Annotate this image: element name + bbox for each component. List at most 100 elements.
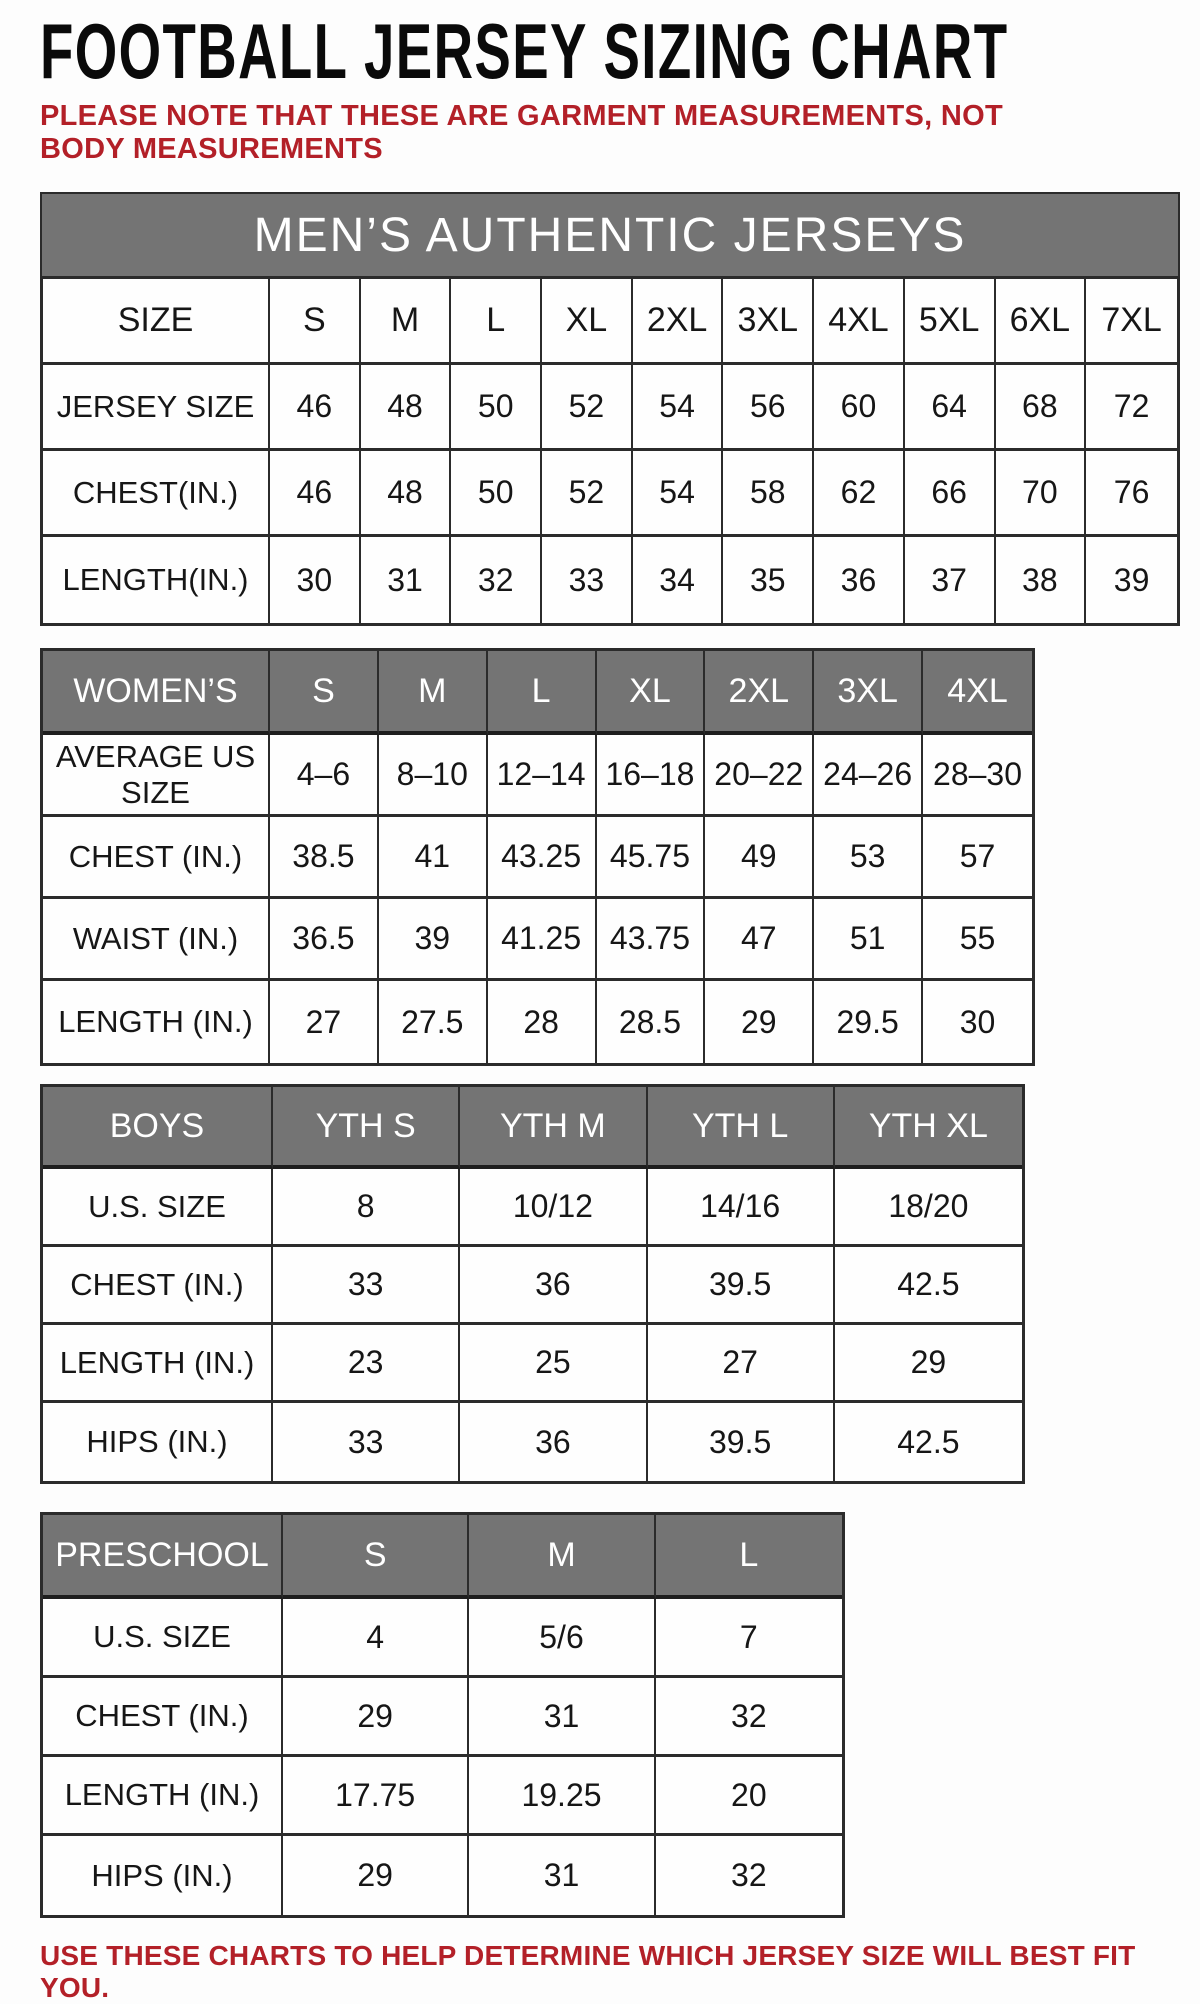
value-cell: 12–14	[487, 735, 597, 817]
header-label-cell: PRESCHOOL	[43, 1515, 283, 1599]
mens-authentic-jerseys-table: MEN’S AUTHENTIC JERSEYS SIZE S M L XL 2XL 3XL 4…	[40, 192, 1180, 626]
table-row: U.S. SIZE 8 10/12 14/16 18/20	[43, 1169, 1022, 1247]
size-column-header: S	[270, 651, 379, 735]
header-label-cell: BOYS	[43, 1087, 273, 1169]
row-label-cell: LENGTH (IN.)	[43, 1757, 283, 1836]
value-cell: 70	[995, 451, 1087, 537]
table-row: CHEST (IN.) 29 31 32	[43, 1678, 842, 1757]
value-cell: 29	[834, 1325, 1022, 1403]
value-cell: 37	[905, 537, 996, 623]
table-row: JERSEY SIZE 46 48 50 52 54 56 60 64 68 72	[43, 365, 1177, 451]
value-cell: 36	[814, 537, 905, 623]
row-label-cell: CHEST (IN.)	[43, 1678, 283, 1757]
value-cell: 7	[655, 1599, 842, 1678]
mens-sizing-table: SIZE S M L XL 2XL 3XL 4XL 5XL 6XL 7XL JERSEY SIZE 46…	[40, 276, 1180, 626]
value-cell: 54	[632, 365, 724, 451]
size-column-header: M	[360, 279, 452, 365]
value-cell: 43.25	[487, 817, 597, 899]
garment-measurements-note: PLEASE NOTE THAT THESE ARE GARMENT MEASU…	[40, 100, 1003, 165]
size-column-header: 5XL	[904, 279, 996, 365]
value-cell: 32	[451, 537, 543, 623]
value-cell: 42.5	[897, 1423, 960, 1460]
preschool-sizing-table: PRESCHOOL S M L U.S. SIZE 4 5/6 7 CHEST (IN.) 29 3…	[40, 1512, 845, 1918]
value-cell: 39.5	[647, 1247, 835, 1325]
value-cell: 39.5	[648, 1403, 835, 1481]
value-cell: 42.5	[834, 1247, 1022, 1325]
size-column-header: YTH S	[273, 1087, 461, 1169]
row-label-cell: CHEST (IN.)	[43, 817, 270, 899]
value-cell: 29.5	[814, 981, 924, 1063]
value-cell: 4–6	[270, 735, 379, 817]
value-cell: 17.75	[283, 1757, 470, 1836]
size-column-header: 4XL	[923, 651, 1032, 735]
page-title-text: FOOTBALL JERSEY SIZING CHART	[40, 7, 1009, 95]
header-row: SIZE S M L XL 2XL 3XL 4XL 5XL 6XL 7XL	[43, 279, 1177, 365]
value-cell: 38	[996, 537, 1087, 623]
value-cell: 76	[1086, 451, 1177, 537]
value-cell: 38.5	[270, 817, 379, 899]
value-cell: 33	[542, 537, 633, 623]
preschool-jerseys-table: PRESCHOOL S M L U.S. SIZE 4 5/6 7 CHEST (IN.) 29 3…	[40, 1512, 845, 1918]
table-row: U.S. SIZE 4 5/6 7	[43, 1599, 842, 1678]
value-cell: 23	[273, 1325, 461, 1403]
value-cell: 5/6	[469, 1599, 656, 1678]
size-column-header: M	[378, 651, 488, 735]
row-label-cell: U.S. SIZE	[43, 1599, 283, 1678]
value-cell: 46	[270, 365, 361, 451]
value-cell: 58	[723, 451, 815, 537]
value-cell: 29	[283, 1678, 470, 1757]
header-row: PRESCHOOL S M L	[43, 1515, 842, 1599]
size-column-header: 4XL	[814, 279, 905, 365]
row-label-cell: CHEST(IN.)	[43, 451, 270, 537]
table-row: CHEST(IN.) 46 48 50 52 54 58 62 66 70 76	[43, 451, 1177, 537]
value-cell: 30	[959, 1003, 996, 1040]
value-cell: 27.5	[379, 981, 488, 1063]
value-cell: 30	[270, 537, 361, 623]
size-column-header: 3XL	[814, 651, 924, 735]
table-row: LENGTH(IN.) 30 31 32 33 34 35 36 37 38 39	[43, 537, 1177, 623]
size-column-header: 3XL	[723, 279, 815, 365]
row-label-cell: LENGTH (IN.)	[43, 1325, 273, 1403]
value-cell: 4	[283, 1599, 470, 1678]
row-label-cell: LENGTH(IN.)	[43, 537, 270, 623]
value-cell: 36	[460, 1403, 648, 1481]
row-label-cell: WAIST (IN.)	[43, 899, 270, 981]
value-cell: 60	[814, 365, 905, 451]
value-cell: 29	[705, 981, 815, 1063]
value-cell: 45.75	[596, 817, 706, 899]
value-cell: 32	[731, 1857, 767, 1893]
size-column-header: L	[487, 651, 597, 735]
size-column-header: XL	[542, 279, 633, 365]
value-cell: 66	[904, 451, 996, 537]
table-row: LENGTH (IN.) 23 25 27 29	[43, 1325, 1022, 1403]
header-label-cell: WOMEN’S	[43, 651, 270, 735]
row-label-cell: JERSEY SIZE	[43, 365, 270, 451]
value-cell: 27	[270, 981, 379, 1063]
row-label-cell: LENGTH (IN.)	[43, 981, 270, 1063]
table-row: LENGTH (IN.) 27 27.5 28 28.5 29 29.5 30	[43, 981, 1032, 1063]
value-cell: 27	[647, 1325, 835, 1403]
value-cell: 28–30	[923, 735, 1032, 817]
size-column-header: XL	[596, 651, 706, 735]
value-cell: 51	[814, 899, 924, 981]
row-label-cell: CHEST (IN.)	[43, 1247, 273, 1325]
size-column-header: S	[270, 279, 361, 365]
size-column-header: 2XL	[632, 279, 724, 365]
mens-table-banner: MEN’S AUTHENTIC JERSEYS	[40, 192, 1180, 276]
value-cell: 72	[1086, 365, 1177, 451]
value-cell: 43.75	[596, 899, 706, 981]
size-column-header: L	[655, 1515, 842, 1599]
size-column-header: 6XL	[995, 279, 1087, 365]
value-cell: 28	[488, 981, 597, 1063]
value-cell: 31	[469, 1678, 656, 1757]
row-label-cell: U.S. SIZE	[43, 1169, 273, 1247]
value-cell: 56	[723, 365, 815, 451]
row-label-cell: HIPS (IN.)	[43, 1836, 283, 1915]
value-cell: 32	[655, 1678, 842, 1757]
womens-sizing-table: WOMEN’S S M L XL 2XL 3XL 4XL AVERAGE US SIZE 4–6 8…	[40, 648, 1035, 1066]
header-label-cell: SIZE	[43, 279, 270, 365]
boys-jerseys-table: BOYS YTH S YTH M YTH L YTH XL U.S. SIZE 8 10/12…	[40, 1084, 1025, 1484]
table-row: CHEST (IN.) 33 36 39.5 42.5	[43, 1247, 1022, 1325]
size-column-header: L	[451, 279, 543, 365]
